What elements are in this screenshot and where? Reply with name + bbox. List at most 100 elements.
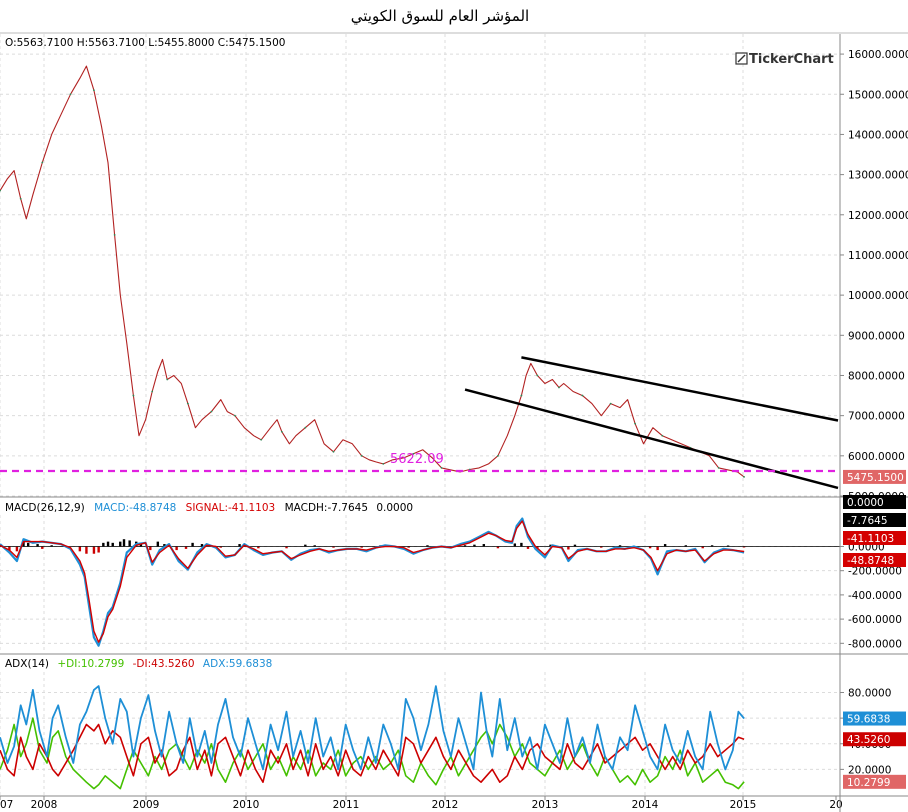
macd-histogram-bar <box>200 544 204 547</box>
adx-panel[interactable]: ADX(14) +DI:10.2799 -DI:43.5260 ADX:59.6… <box>0 655 906 795</box>
macd-histogram-bar <box>482 544 486 547</box>
y-tick-label: -800.0000 <box>848 638 902 650</box>
macd-histogram-bar <box>726 545 730 547</box>
upper-channel-line <box>521 356 839 422</box>
price-point <box>69 93 72 96</box>
macd-header-hist: MACDH:-7.7645 <box>285 502 368 514</box>
macd-value-signal: -41.1103 <box>847 533 894 545</box>
macd-histogram-bar <box>102 542 105 547</box>
macd-histogram-bar <box>111 542 114 547</box>
macd-header-zero: 0.0000 <box>376 502 413 514</box>
macd-value-hist-bg <box>843 513 906 527</box>
y-tick-label: -400.0000 <box>848 590 902 602</box>
macd-histogram-bar <box>219 546 222 548</box>
price-panel[interactable]: O:5563.7100 H:5563.7100 L:5455.8000 C:54… <box>0 34 908 503</box>
macd-histogram-bar <box>149 546 152 551</box>
price-point <box>661 434 664 437</box>
macd-histogram-bar <box>526 546 530 549</box>
macd-histogram-bar <box>656 546 659 551</box>
price-point <box>186 402 189 405</box>
logo-icon-stroke <box>737 54 746 63</box>
price-series <box>0 65 745 478</box>
support-label: 5622.09 <box>390 452 444 467</box>
macd-histogram-bar <box>742 546 746 548</box>
macd-histogram-bar <box>106 541 110 547</box>
price-point <box>19 197 22 200</box>
plus-di-value: 10.2799 <box>847 777 890 789</box>
y-tick-label: 20.0000 <box>848 764 891 776</box>
y-tick-label: 8000.0000 <box>848 370 905 382</box>
price-point <box>151 390 154 393</box>
macd-histogram-bar <box>41 546 44 549</box>
macd-panel[interactable]: MACD(26,12,9) MACD:-48.8748 SIGNAL:-41.1… <box>0 495 906 653</box>
price-point <box>536 374 539 377</box>
x-axis: 2007 2008 2009 2010 2011 2012 2013 2014 2015 20 <box>0 796 843 811</box>
price-point <box>520 394 523 397</box>
macd-histogram-bar <box>567 546 570 550</box>
adx-line <box>0 685 745 771</box>
macd-histogram-bar <box>426 545 429 547</box>
macd-y-axis: 0.0000 -200.0000 -400.0000 -600.0000 -800.00… <box>840 495 906 650</box>
y-tick-label: 12000.0000 <box>848 210 908 222</box>
macd-histogram-bar <box>15 546 19 552</box>
macd-value-zero-bg <box>843 495 906 509</box>
macd-value-zero: 0.0000 <box>847 497 884 509</box>
x-tick-label: 2009 <box>133 799 160 811</box>
adx-header-adx: ADX:59.6838 <box>203 658 272 670</box>
macd-histogram-bar <box>618 545 622 547</box>
macd-histogram-bar <box>257 546 260 549</box>
macd-histogram-bar <box>332 546 335 548</box>
x-tick-label: 2010 <box>233 799 260 811</box>
macd-histogram-bar <box>184 546 188 549</box>
price-point <box>440 466 443 469</box>
macd-histogram-bar <box>191 542 194 547</box>
x-tick-label: 2014 <box>632 799 659 811</box>
price-y-axis: 16000.0000 15000.0000 14000.0000 13000.0000… <box>840 49 908 503</box>
adx-value: 59.6838 <box>847 714 890 726</box>
price-point <box>332 450 335 453</box>
macd-series <box>0 517 840 647</box>
last-price-label-bg <box>843 469 906 484</box>
adx-header: ADX(14) +DI:10.2799 -DI:43.5260 ADX:59.6… <box>5 658 272 670</box>
macd-histogram-bar <box>122 539 126 547</box>
y-tick-label: 80.0000 <box>848 688 891 700</box>
price-line <box>0 65 745 478</box>
x-tick-label: 2012 <box>432 799 459 811</box>
macd-histogram-bar <box>175 546 178 551</box>
price-plot-area[interactable] <box>0 34 840 496</box>
price-point <box>743 476 745 478</box>
macd-histogram-bar <box>304 544 307 547</box>
macd-histogram-bar <box>285 546 288 549</box>
y-tick-label: 15000.0000 <box>848 89 908 101</box>
macd-value-macd-bg <box>843 553 906 567</box>
price-point <box>166 378 169 381</box>
macd-histogram-bar <box>710 545 714 547</box>
macd-histogram-bar <box>50 545 53 547</box>
x-tick-label: 2013 <box>532 799 559 811</box>
macd-histogram-bar <box>26 542 30 547</box>
macd-histogram-bar <box>549 544 552 547</box>
price-point <box>233 414 236 417</box>
macd-histogram-bar <box>97 546 100 553</box>
plus-di-line <box>0 717 745 790</box>
price-point <box>93 89 95 92</box>
plus-di-value-bg <box>843 774 906 789</box>
macd-histogram-bar <box>573 544 577 547</box>
macd-histogram-bar <box>463 545 467 547</box>
macd-histogram-bar <box>600 546 603 548</box>
macd-histogram-bar <box>156 541 160 547</box>
price-point <box>210 410 213 413</box>
macd-histogram-bar <box>663 544 667 547</box>
macd-histogram-bar <box>238 544 241 547</box>
channel-trendlines <box>464 356 839 490</box>
macd-header-prefix: MACD(26,12,9) <box>5 502 85 514</box>
macd-plot-area[interactable] <box>0 498 840 653</box>
macd-histogram-bar <box>163 544 166 547</box>
price-point <box>558 386 560 389</box>
y-tick-label: 14000.0000 <box>848 129 908 141</box>
ticker-chart-logo: TickerChart <box>735 52 834 67</box>
macd-header: MACD(26,12,9) MACD:-48.8748 SIGNAL:-41.1… <box>5 502 413 514</box>
y-tick-label: 13000.0000 <box>848 170 908 182</box>
last-price-label: 5475.1500 <box>847 472 904 484</box>
